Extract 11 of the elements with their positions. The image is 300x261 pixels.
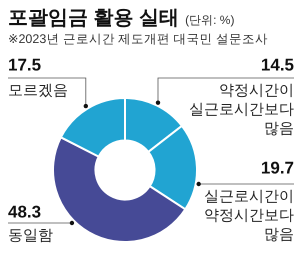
- chart-subtitle: ※2023년 근로시간 제도개편 대국민 설문조사: [8, 31, 268, 48]
- chart-title: 포괄임금 활용 실태: [8, 7, 180, 29]
- data-label: 17.5: [8, 56, 42, 75]
- text: (단위: %): [185, 13, 234, 27]
- slice-label: 모르겠음: [8, 82, 68, 100]
- data-label: 48.3: [8, 202, 42, 222]
- data-label: 14.5: [260, 56, 294, 75]
- data-label: 19.7: [260, 158, 294, 178]
- slice-label: 약정시간이 실근로시간보다 많음: [189, 82, 294, 138]
- slice-label: 동일함: [8, 227, 53, 244]
- slice-label: 실근로시간이 약정시간보다 많음: [204, 188, 294, 244]
